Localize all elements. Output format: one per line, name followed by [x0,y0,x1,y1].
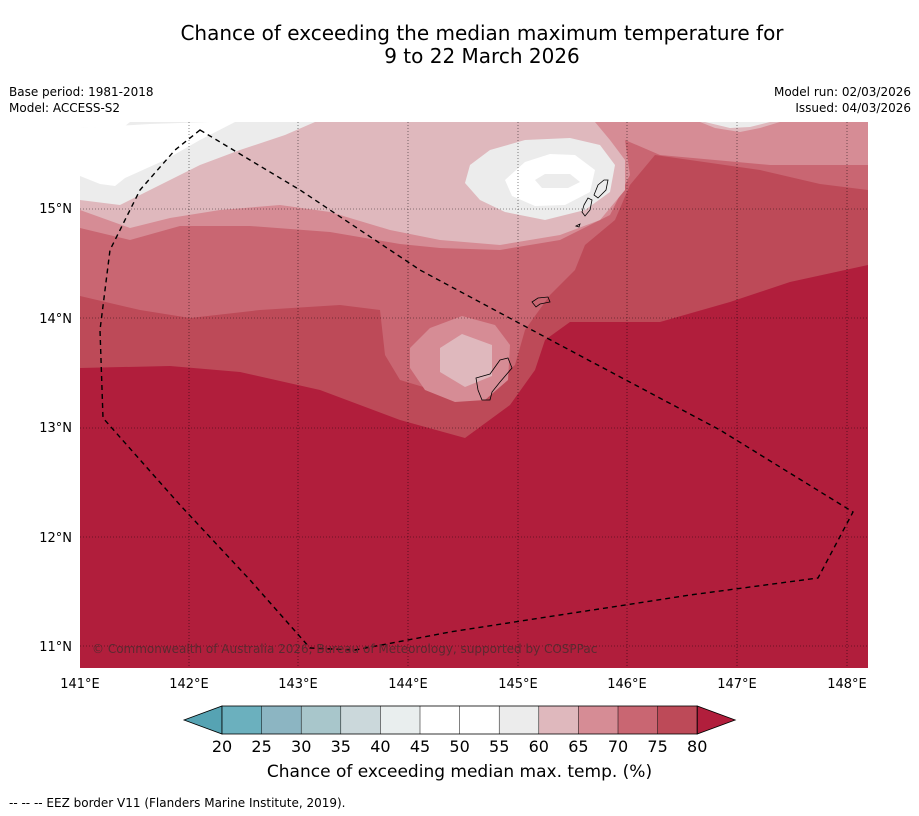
lat-label-13n: 13°N [39,421,72,436]
colorbar-segment [301,706,341,734]
lon-label-148e: 148°E [827,677,867,692]
lon-label-141e: 141°E [60,677,100,692]
lon-axis-labels: 141°E 142°E 143°E 144°E 145°E 146°E 147°… [60,677,867,692]
meta-left: Base period: 1981-2018 Model: ACCESS-S2 [9,84,154,116]
title-line-1: Chance of exceeding the median maximum t… [180,21,784,45]
lat-label-15n: 15°N [39,202,72,217]
colorbar-segment [538,706,579,734]
band-65-70-east [595,122,868,165]
gridlines [80,122,868,668]
lon-label-146e: 146°E [607,677,647,692]
lat-label-11n: 11°N [39,640,72,655]
eez-border [99,129,854,651]
colorbar-segment [380,706,420,734]
map-title: Chance of exceeding the median maximum t… [0,22,919,68]
colorbar-tick-label: 35 [331,737,351,756]
colorbar-tick-label: 65 [568,737,588,756]
lat-label-12n: 12°N [39,531,72,546]
colorbar-tick-label: 30 [291,737,311,756]
base-period: Base period: 1981-2018 [9,85,154,99]
colorbar-segment [618,706,658,734]
colorbar-segment [578,706,618,734]
model-name: Model: ACCESS-S2 [9,101,121,115]
colorbar-segment [657,706,698,734]
band-50-55 [80,122,130,128]
colorbar-segment [261,706,302,734]
colorbar-segment [499,706,539,734]
islands [475,179,609,401]
colorbar-segment [459,706,500,734]
island-guam [475,357,513,401]
lon-label-145e: 145°E [498,677,538,692]
lat-axis-labels: 15°N 14°N 13°N 12°N 11°N [39,202,72,655]
colorbar-label: Chance of exceeding median max. temp. (%… [266,762,653,782]
colorbar-segment [340,706,381,734]
island-aguijan [574,223,581,228]
colorbar-tick-label: 50 [449,737,469,756]
lon-label-147e: 147°E [717,677,757,692]
island-tinian [581,197,593,217]
band-50-55-west [80,122,235,186]
colorbar-tick-label: 25 [251,737,271,756]
band-55-60-north [705,122,770,128]
lon-label-144e: 144°E [388,677,428,692]
colorbar-tick-label: 20 [212,737,232,756]
colorbar-tick-label: 60 [529,737,549,756]
colorbar-tick-label: 70 [608,737,628,756]
colorbar-segment [420,706,460,734]
lon-label-143e: 143°E [278,677,318,692]
model-run: Model run: 02/03/2026 [773,85,911,99]
issued-date: Issued: 04/03/2026 [795,101,911,115]
copyright-text: © Commonwealth of Australia 2026, Bureau… [92,642,597,656]
colorbar-tick-label: 75 [647,737,667,756]
colorbar-tick-label: 55 [489,737,509,756]
colorbar-tick-label: 40 [370,737,390,756]
colorbar-extend-high [696,705,737,735]
title-line-2: 9 to 22 March 2026 [384,44,580,68]
band-60-65-guam [440,334,492,387]
colorbar-segment [222,706,262,734]
island-rota [531,296,551,308]
map-area: © Commonwealth of Australia 2026, Bureau… [80,122,868,668]
colorbar: 20 25 30 35 40 45 50 55 60 65 70 75 80 [182,705,737,756]
colorbar-tick-label: 45 [410,737,430,756]
lat-label-14n: 14°N [39,312,72,327]
lon-label-142e: 142°E [169,677,209,692]
meta-right: Model run: 02/03/2026 Issued: 04/03/2026 [774,84,911,116]
band-55-60-inner [535,174,580,188]
colorbar-extend-low [182,705,223,735]
colorbar-tick-label: 80 [687,737,707,756]
eez-legend-footnote: -- -- -- EEZ border V11 (Flanders Marine… [9,796,346,810]
island-saipan [593,179,609,199]
